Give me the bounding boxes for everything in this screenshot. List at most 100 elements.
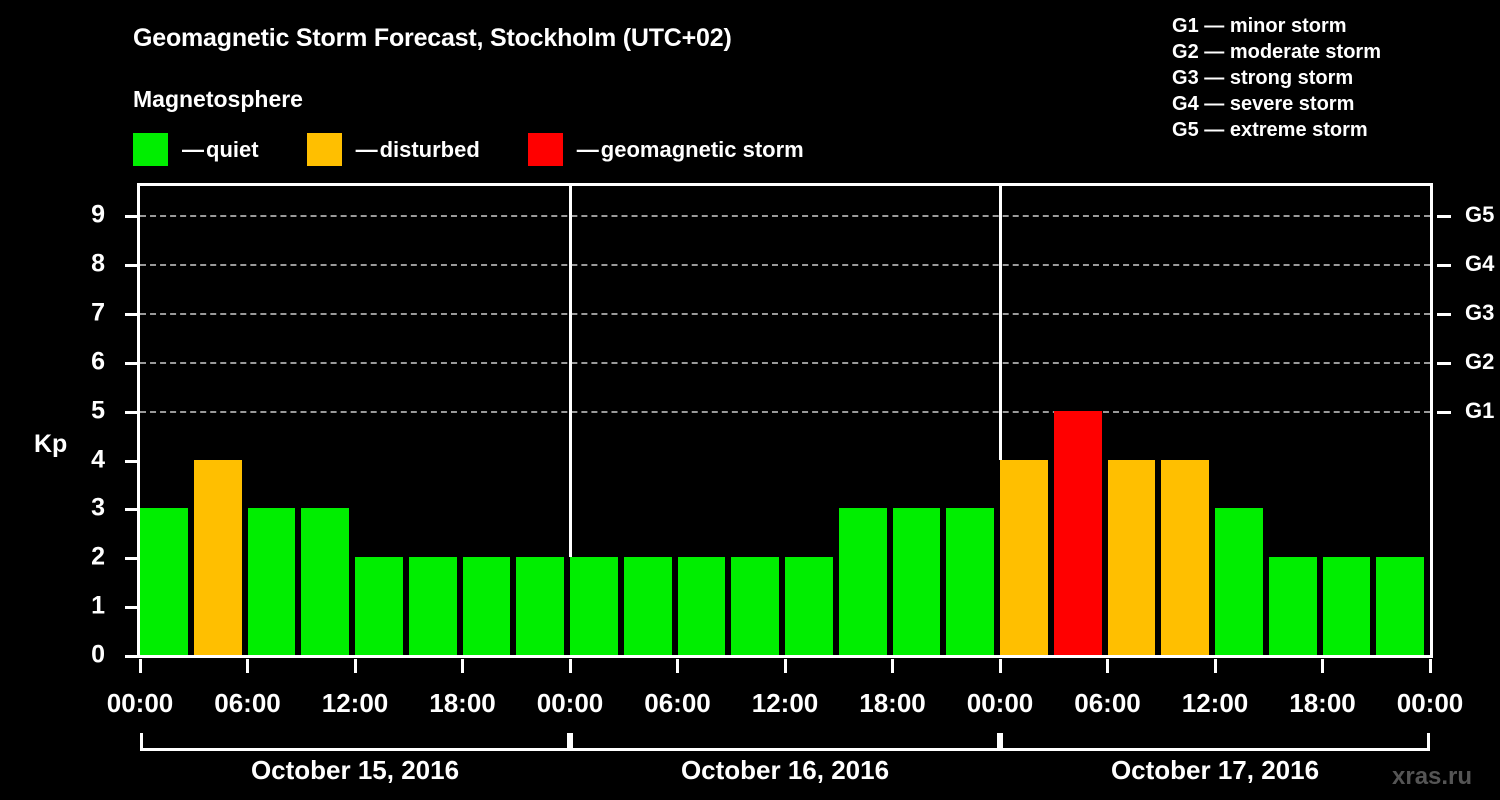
bar[interactable] [946,508,994,655]
right-axis-tick-mark-G2 [1437,361,1451,365]
bar[interactable] [193,459,242,655]
g-legend-code: G2 [1172,41,1199,63]
g-legend-dash: — [1198,15,1230,37]
bar[interactable] [785,557,833,655]
y-axis-tick-mark-5 [125,410,137,414]
g-legend-desc: minor storm [1229,15,1347,37]
bar[interactable] [462,557,511,655]
right-axis-tick-mark-G3 [1437,313,1451,317]
g-legend-dash: — [1198,119,1230,141]
right-axis-tick-label-G4: G4 [1465,251,1495,277]
legend-entry-quiet: — quiet [133,133,259,166]
x-axis-time-label-1: 06:00 [214,688,281,718]
page-title: Geomagnetic Storm Forecast, Stockholm (U… [133,24,732,52]
g-legend-row-G5: G5 — extreme storm [1172,117,1381,143]
legend-swatch-geomagnetic-storm-icon [527,133,563,166]
x-axis-tick-mark-11 [1321,659,1324,673]
gridline-kp-7 [140,313,1430,316]
bar[interactable] [301,508,349,655]
bar[interactable] [1376,557,1424,655]
g-legend-row-G2: G2 — moderate storm [1172,39,1381,65]
g-legend-desc: extreme storm [1229,119,1368,141]
legend-swatch-quiet-icon [133,133,168,166]
bar[interactable] [1053,410,1102,655]
day-label-1: October 15, 2016 [250,755,460,785]
y-axis-tick-label-4: 4 [91,445,105,474]
y-axis-tick-mark-6 [125,361,137,365]
right-axis-tick-label-G2: G2 [1465,348,1495,374]
bar[interactable] [516,557,564,655]
g-legend-code: G5 [1172,119,1199,141]
right-axis-tick-mark-G1 [1437,410,1451,414]
bar[interactable] [623,557,672,655]
bar[interactable] [731,557,779,655]
x-axis-time-label-11: 18:00 [1289,688,1356,718]
day-bracket-1 [140,733,570,751]
bar[interactable] [570,557,618,655]
x-axis-tick-mark-0 [138,659,142,673]
bar[interactable] [1268,557,1317,655]
legend-label: quiet [206,136,259,162]
day-label-3: October 17, 2016 [1110,755,1320,785]
day-label-2: October 16, 2016 [680,755,890,785]
y-axis-tick-mark-4 [125,459,137,463]
x-axis-tick-mark-9 [1106,659,1109,673]
bar[interactable] [408,557,457,655]
right-axis-tick-label-G3: G3 [1465,300,1495,326]
x-axis-time-label-8: 00:00 [966,688,1034,718]
bar[interactable] [838,508,887,655]
x-axis-time-label-2: 12:00 [321,688,389,718]
bars-layer [140,186,1430,655]
x-axis-time-label-9: 06:00 [1074,688,1141,718]
x-axis-tick-mark-3 [461,659,464,673]
legend-swatch-disturbed-icon [306,133,342,166]
g-legend-dash: — [1198,67,1230,89]
x-axis-tick-mark-6 [783,659,787,673]
g-legend-desc: moderate storm [1229,41,1381,63]
bar[interactable] [1161,459,1209,655]
y-axis-tick-mark-1 [125,606,137,610]
g-legend-dash: — [1198,41,1230,63]
y-axis-tick-label-1: 1 [91,591,105,620]
y-axis-tick-mark-3 [125,508,137,512]
x-axis-tick-mark-4 [568,659,572,673]
x-axis-tick-mark-7 [891,659,894,673]
x-axis-tick-mark-5 [676,659,679,673]
x-axis-tick-mark-12 [1428,659,1432,673]
bar[interactable] [1000,459,1048,655]
g-legend-code: G3 [1172,67,1199,89]
bar[interactable] [1215,508,1263,655]
g-legend-code: G4 [1172,93,1199,115]
watermark: xras.ru [1392,763,1473,790]
x-axis-time-label-4: 00:00 [536,688,604,718]
right-axis-tick-label-G5: G5 [1465,202,1495,228]
bar[interactable] [247,508,296,655]
x-axis-tick-mark-8 [998,659,1002,673]
legend-label: disturbed [379,136,480,162]
bar[interactable] [140,508,188,655]
gridline-kp-6 [140,361,1430,364]
x-axis-time-label-12: 00:00 [1396,688,1464,718]
bar[interactable] [677,557,726,655]
y-axis-tick-label-3: 3 [91,493,105,522]
bar[interactable] [1107,459,1156,655]
right-axis-tick-mark-G5 [1437,215,1451,219]
gridline-kp-9 [140,215,1430,218]
g-legend-desc: severe storm [1229,93,1355,115]
g-legend-code: G1 [1172,15,1199,37]
y-axis-tick-mark-0 [125,655,137,658]
x-axis-tick-mark-2 [353,659,357,673]
right-axis-tick-label-G1: G1 [1465,397,1495,423]
bar[interactable] [1322,557,1371,655]
legend-entry-disturbed: — disturbed [306,133,480,166]
bar[interactable] [355,557,403,655]
day-bracket-2 [570,733,1000,751]
legend-dash: — [355,136,378,162]
right-axis-tick-mark-G4 [1437,264,1451,268]
bar[interactable] [892,508,941,655]
y-axis-tick-mark-9 [125,215,137,219]
y-axis-tick-label-0: 0 [91,640,105,669]
x-axis-tick-mark-10 [1213,659,1217,673]
x-axis-time-label-5: 06:00 [644,688,711,718]
x-axis-time-label-3: 18:00 [429,688,496,718]
